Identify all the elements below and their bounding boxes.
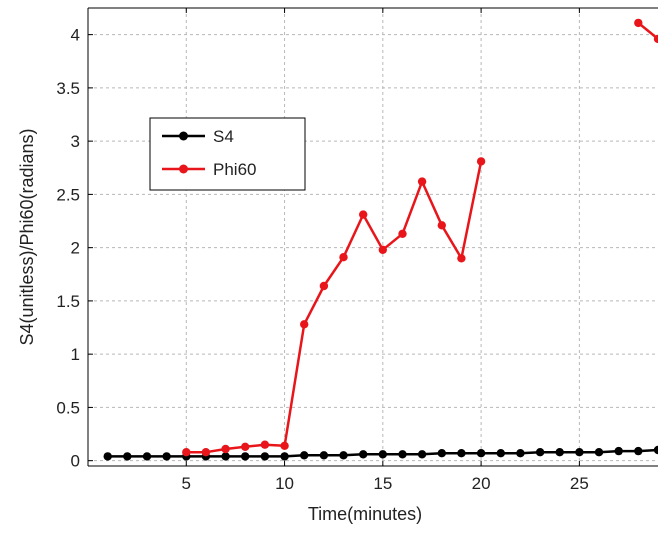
data-point-s4	[221, 452, 230, 461]
data-point-phi60	[319, 281, 329, 291]
legend-marker-s4	[179, 131, 188, 141]
data-point-phi60	[476, 157, 486, 166]
data-point-s4	[319, 451, 329, 460]
data-point-phi60	[634, 18, 643, 28]
x-tick-label: 10	[275, 474, 294, 493]
x-tick-label: 15	[373, 474, 392, 493]
data-point-phi60	[437, 221, 446, 230]
data-point-phi60	[339, 253, 348, 262]
data-point-phi60	[378, 245, 387, 254]
data-point-s4	[359, 450, 368, 459]
series-line-phi60	[637, 21, 658, 40]
data-point-s4	[594, 448, 604, 457]
series-line-phi60	[186, 161, 483, 454]
x-tick-label: 20	[472, 474, 491, 493]
data-point-phi60	[182, 448, 191, 457]
data-point-s4	[162, 452, 171, 461]
data-point-s4	[103, 452, 112, 461]
data-point-s4	[496, 449, 505, 458]
data-point-s4	[535, 448, 545, 457]
legend-box	[149, 117, 306, 191]
x-tick-label: 25	[570, 474, 589, 493]
data-point-phi60	[398, 229, 407, 238]
data-point-s4	[634, 446, 643, 456]
data-point-phi60	[280, 441, 289, 450]
y-tick-label: 2	[71, 239, 80, 258]
data-point-s4	[398, 450, 407, 459]
data-point-s4	[300, 451, 309, 460]
plot-area	[88, 8, 658, 466]
data-point-s4	[476, 449, 486, 458]
data-point-s4	[653, 445, 658, 455]
data-point-s4	[378, 450, 387, 459]
data-point-phi60	[359, 210, 368, 219]
data-point-s4	[575, 448, 584, 457]
y-tick-label: 4	[71, 26, 80, 45]
data-point-phi60	[457, 254, 466, 263]
y-axis-title: S4(unitless)/Phi60(radians)	[17, 128, 37, 345]
legend-label-phi60: Phi60	[213, 160, 256, 179]
data-point-phi60	[260, 440, 270, 449]
axis-ticks	[88, 8, 580, 466]
legend-marker-phi60	[179, 164, 188, 174]
y-tick-label: 3	[71, 132, 80, 151]
data-point-phi60	[221, 444, 230, 454]
y-tick-label: 0	[71, 452, 80, 471]
data-point-phi60	[201, 448, 211, 457]
data-point-s4	[123, 452, 132, 461]
y-tick-label: 1	[71, 345, 80, 364]
grid-lines	[88, 8, 658, 466]
y-tick-label: 3.5	[56, 79, 80, 98]
y-tick-label: 1.5	[56, 292, 80, 311]
data-point-s4	[339, 451, 348, 460]
data-point-phi60	[653, 34, 658, 44]
data-point-phi60	[417, 177, 427, 186]
data-point-s4	[437, 449, 446, 458]
data-point-s4	[280, 452, 289, 461]
data-point-s4	[260, 452, 270, 461]
data-point-s4	[417, 450, 427, 459]
x-axis-title: Time(minutes)	[308, 504, 422, 524]
data-point-s4	[457, 449, 466, 458]
data-point-phi60	[241, 442, 250, 451]
x-tick-labels: 5 10 15 20 25	[182, 474, 589, 493]
data-point-s4	[142, 452, 152, 461]
x-tick-label: 5	[182, 474, 191, 493]
data-point-s4	[555, 448, 564, 457]
y-tick-label: 2.5	[56, 185, 80, 204]
y-tick-label: 0.5	[56, 398, 80, 417]
legend-label-s4: S4	[213, 127, 234, 146]
data-point-s4	[516, 449, 525, 458]
y-tick-labels: 0 0.5 1 1.5 2 2.5 3 3.5 4	[56, 26, 80, 471]
data-point-s4	[614, 446, 623, 456]
data-point-s4	[241, 452, 250, 461]
legend: S4 Phi60	[149, 117, 306, 191]
data-point-phi60	[300, 320, 309, 329]
series-layer	[103, 18, 658, 461]
